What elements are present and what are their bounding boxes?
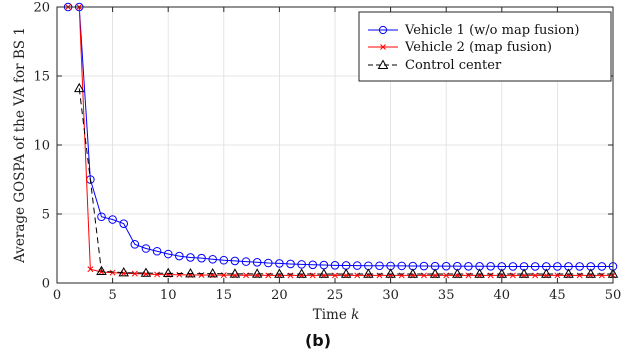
legend-label-vehicle-2: Vehicle 2 (map fusion) (404, 40, 552, 55)
y-axis-label: Average GOSPA of the VA for BS 1 (12, 27, 28, 264)
x-tick-label: 10 (160, 288, 177, 303)
figure-caption: (b) (305, 331, 331, 350)
legend-label-vehicle-1: Vehicle 1 (w/o map fusion) (404, 23, 579, 38)
x-axis-label-variable: k (351, 307, 359, 323)
x-tick-label: 5 (108, 288, 116, 303)
x-tick-label: 35 (438, 288, 455, 303)
x-tick-label: 40 (494, 288, 511, 303)
x-tick-label: 15 (216, 288, 233, 303)
x-axis-label: Time k (313, 307, 360, 323)
legend-label-control-center: Control center (405, 58, 502, 73)
x-tick-label: 20 (271, 288, 288, 303)
legend: Vehicle 1 (w/o map fusion) Vehicle 2 (ma… (359, 12, 611, 81)
y-tick-label: 0 (42, 277, 50, 292)
x-tick-label: 50 (605, 288, 622, 303)
y-tick-label: 20 (33, 1, 50, 16)
y-tick-label: 10 (33, 139, 50, 154)
x-tick-label: 45 (549, 288, 566, 303)
x-tick-label: 30 (382, 288, 399, 303)
x-tick-label: 25 (327, 288, 344, 303)
y-tick-label: 15 (33, 70, 50, 85)
y-tick-label: 5 (42, 208, 50, 223)
x-axis-label-text: Time (313, 307, 351, 323)
x-tick-label: 0 (53, 288, 61, 303)
